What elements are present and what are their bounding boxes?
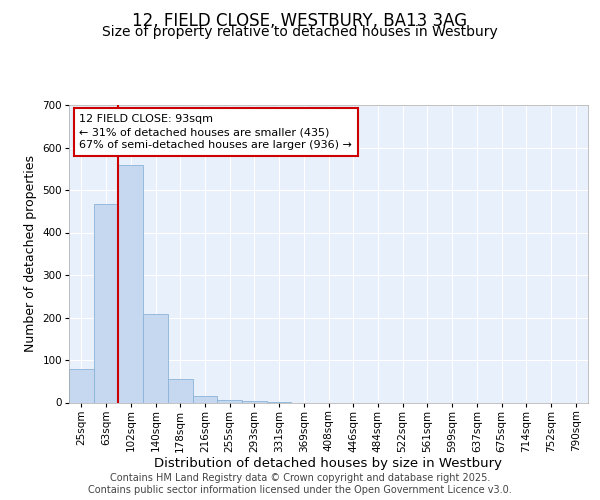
Text: 12 FIELD CLOSE: 93sqm
← 31% of detached houses are smaller (435)
67% of semi-det: 12 FIELD CLOSE: 93sqm ← 31% of detached … (79, 114, 352, 150)
Bar (168, 379, 193, 402)
Text: Contains HM Land Registry data © Crown copyright and database right 2025.
Contai: Contains HM Land Registry data © Crown c… (88, 474, 512, 495)
Text: 12, FIELD CLOSE, WESTBURY, BA13 3AG: 12, FIELD CLOSE, WESTBURY, BA13 3AG (133, 12, 467, 30)
Bar (217, 400, 242, 402)
Y-axis label: Number of detached properties: Number of detached properties (24, 155, 37, 352)
Bar (193, 396, 217, 402)
Bar (118, 164, 143, 402)
Bar (143, 314, 168, 402)
Bar (69, 370, 94, 402)
X-axis label: Distribution of detached houses by size in Westbury: Distribution of detached houses by size … (155, 457, 503, 470)
Bar (94, 204, 118, 402)
Bar (242, 401, 267, 402)
Text: Size of property relative to detached houses in Westbury: Size of property relative to detached ho… (102, 25, 498, 39)
